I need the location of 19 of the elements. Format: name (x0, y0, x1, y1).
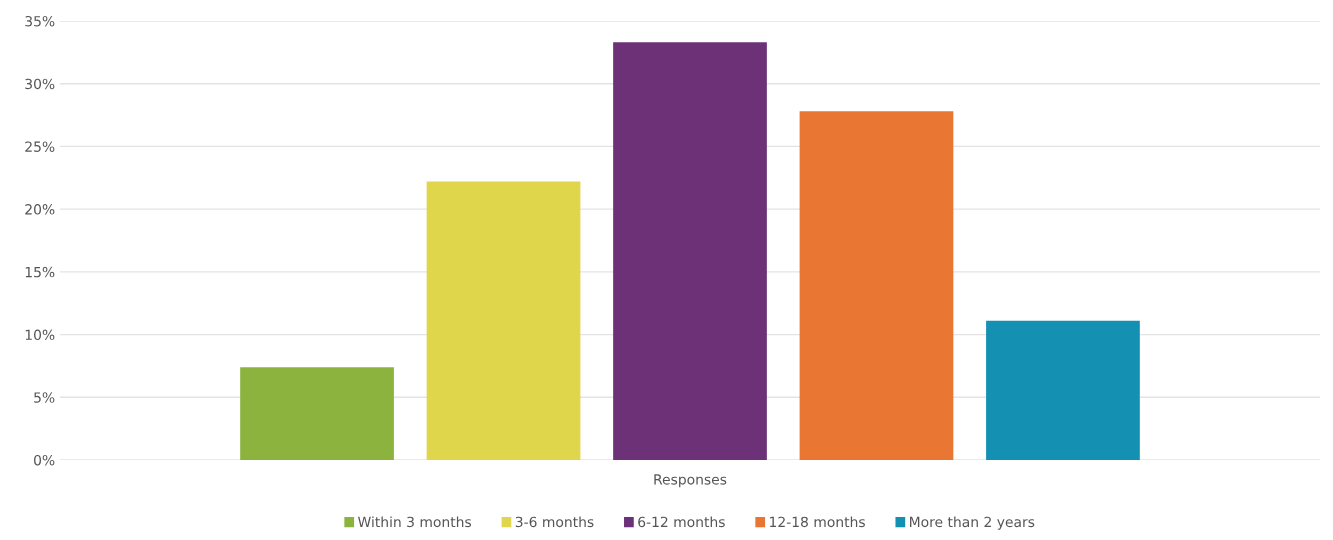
y-tick-label: 35% (25, 15, 55, 27)
bar (426, 181, 581, 460)
legend-label: More than 2 years (910, 516, 1035, 530)
bar (613, 42, 767, 460)
legend-label: 12-18 months (770, 516, 865, 528)
y-tick-label: 15% (25, 266, 55, 278)
x-tick-label: Responses (654, 474, 727, 488)
y-tick-label: 25% (25, 141, 55, 152)
y-tick-label: 10% (25, 329, 55, 341)
legend-label: 3-6 months (515, 516, 594, 528)
y-tick-label: 5% (34, 392, 55, 403)
y-tick-label: 20% (25, 204, 55, 215)
y-tick-label: 30% (25, 78, 55, 90)
bar (240, 367, 394, 460)
legend-label: 6-12 months (638, 516, 725, 528)
bar (986, 320, 1140, 460)
legend-label: Within 3 months (358, 516, 472, 528)
bar (799, 111, 954, 460)
y-tick-label: 0% (34, 454, 55, 466)
